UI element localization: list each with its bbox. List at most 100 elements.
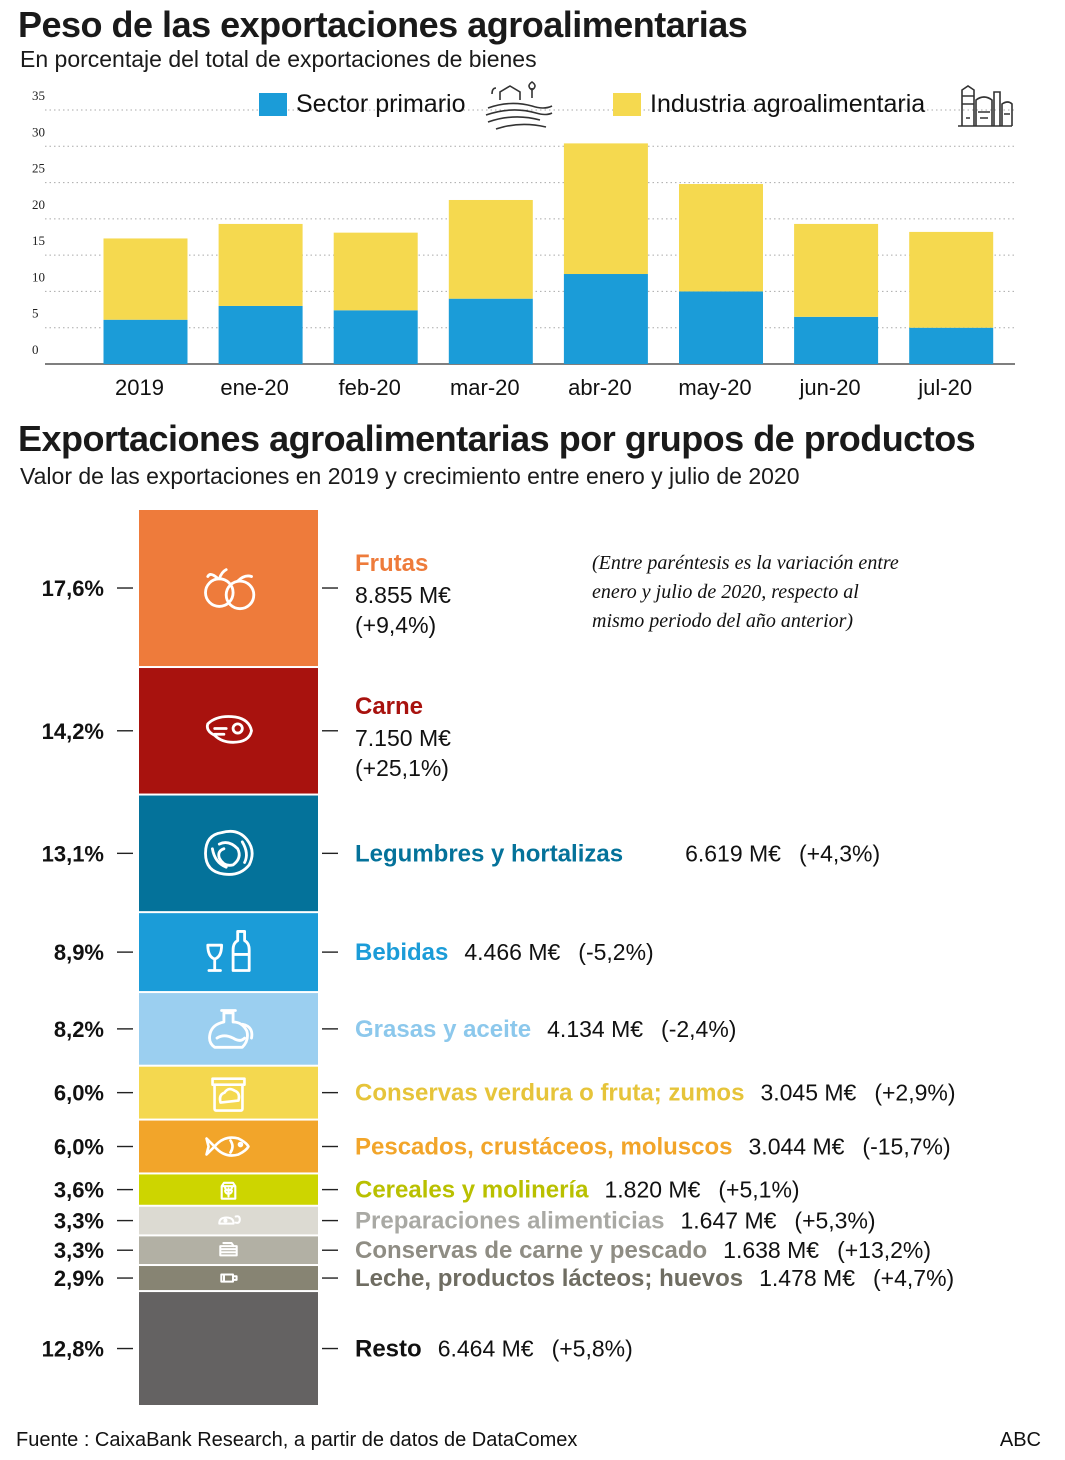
group-value: 8.855 M€ [355,582,451,608]
bar-primario [679,291,763,364]
pct-label: 3,3% [54,1209,104,1234]
group-change: (+2,9%) [874,1080,955,1106]
y-tick-label: 20 [32,197,45,212]
note-line: mismo periodo del año anterior) [592,610,853,632]
group-value: 1.647 M€ [681,1208,777,1234]
pct-label: 8,9% [54,940,104,965]
group-name: Resto [355,1336,422,1363]
group-change: (+5,8%) [552,1336,633,1362]
group-change: (+5,1%) [718,1177,799,1203]
segment-2 [139,668,318,794]
group-value: 6.619 M€ [685,840,781,866]
group-change: (+25,1%) [355,755,449,781]
group-change: (-2,4%) [661,1016,736,1042]
x-tick-label: 2019 [115,375,164,400]
group-value: 1.638 M€ [723,1237,819,1263]
pct-label: 12,8% [42,1337,104,1362]
jar-icon [211,1077,246,1112]
group-value: 4.466 M€ [464,939,560,965]
pct-label: 3,6% [54,1178,104,1203]
legend-label-industria: Industria agroalimentaria [650,90,925,118]
bar-primario [218,305,303,364]
bar-primario [794,316,879,364]
pct-label: 6,0% [54,1081,104,1106]
segment-7 [139,1120,318,1173]
group-change: (+4,7%) [873,1265,954,1291]
bar-primario [909,327,994,364]
note: (Entre paréntesis es la variación entre … [592,552,899,632]
group-change: (+13,2%) [837,1237,931,1263]
farm-fields-icon [485,81,553,130]
group-name: Preparaciones alimenticias [355,1208,665,1235]
segment-4 [139,913,318,992]
share-bar-chart: 35 30 25 20 15 10 5 0 2019 ene-20 feb-20 mar-20 abr… [32,81,1015,400]
group-name: Frutas [355,550,428,577]
group-value: 3.044 M€ [749,1134,845,1160]
note-line: (Entre paréntesis es la variación entre [592,552,899,574]
fish-icon [205,1136,250,1157]
y-tick-label: 35 [32,88,45,103]
x-tick-label: ene-20 [220,375,289,400]
bar-primario [103,319,188,364]
pct-label: 13,1% [42,841,104,866]
segment-12 [139,1292,318,1405]
bar-primario [563,274,648,364]
credit: ABC [999,1429,1041,1451]
group-value: 3.045 M€ [760,1080,856,1106]
pct-label: 8,2% [54,1017,104,1042]
note-line: enero y julio de 2020, respecto al [592,581,859,603]
group-name: Grasas y aceite [355,1016,531,1043]
bar-industria [794,223,879,317]
bar-industria [679,184,763,292]
steak-icon [205,715,253,744]
group-name: Pescados, crustáceos, moluscos [355,1134,733,1161]
y-tick-label: 15 [32,233,45,248]
bars [103,143,994,364]
fruit-icon [204,568,256,611]
cabbage-icon [204,829,254,876]
x-tick-label: may-20 [678,375,751,400]
legend: Sector primario Industria agroalimentari… [259,81,1013,130]
y-tick-label: 5 [32,306,39,321]
chart-title: Peso de las exportaciones agroalimentari… [18,4,748,45]
product-icons [204,568,256,1283]
legend-swatch-primario [259,93,287,116]
segment-3 [139,795,318,912]
bar-industria [563,143,648,275]
y-tick-label: 30 [32,124,45,139]
legend-swatch-industria [613,93,641,116]
group-change: (+9,4%) [355,612,436,638]
pct-label: 2,9% [54,1266,104,1291]
bar-primario [448,298,533,364]
segment-5 [139,993,318,1065]
group-change: (+4,3%) [799,840,880,866]
x-tick-label: feb-20 [339,375,401,400]
y-axis-ticks: 35 30 25 20 15 10 5 0 [32,88,45,357]
legend-label-primario: Sector primario [296,90,466,118]
segment-11 [139,1266,318,1291]
group-name: Conservas verdura o fruta; zumos [355,1080,744,1107]
y-tick-label: 25 [32,161,45,176]
y-tick-label: 10 [32,269,45,284]
x-axis-ticks: 2019 ene-20 feb-20 mar-20 abr-20 may-20 jun-20… [115,375,972,400]
product-labels: 17,6% Frutas 8.855 M€ (+9,4%) 14,2% Carne 7.15… [42,550,956,1363]
bar-industria [448,199,533,299]
x-tick-label: mar-20 [450,375,520,400]
group-value: 4.134 M€ [547,1016,643,1042]
products-title: Exportaciones agroalimentarias por grupo… [18,418,976,459]
wine-bottle-icon [206,930,251,972]
group-value: 6.464 M€ [438,1336,534,1362]
products-stacked-bar: 17,6% Frutas 8.855 M€ (+9,4%) 14,2% Carne 7.15… [42,510,956,1405]
products-subtitle: Valor de las exportaciones en 2019 y cre… [20,463,800,489]
bar-industria [333,232,418,311]
pct-label: 6,0% [54,1135,104,1160]
pct-label: 3,3% [54,1238,104,1263]
x-tick-label: jun-20 [799,375,861,400]
segment-9 [139,1206,318,1235]
product-segments [139,510,318,1405]
group-name: Cereales y molinería [355,1177,589,1204]
bar-industria [103,238,188,320]
milk-carton-icon [220,1273,238,1283]
y-tick-label: 0 [32,342,39,357]
pct-label: 14,2% [42,719,104,744]
